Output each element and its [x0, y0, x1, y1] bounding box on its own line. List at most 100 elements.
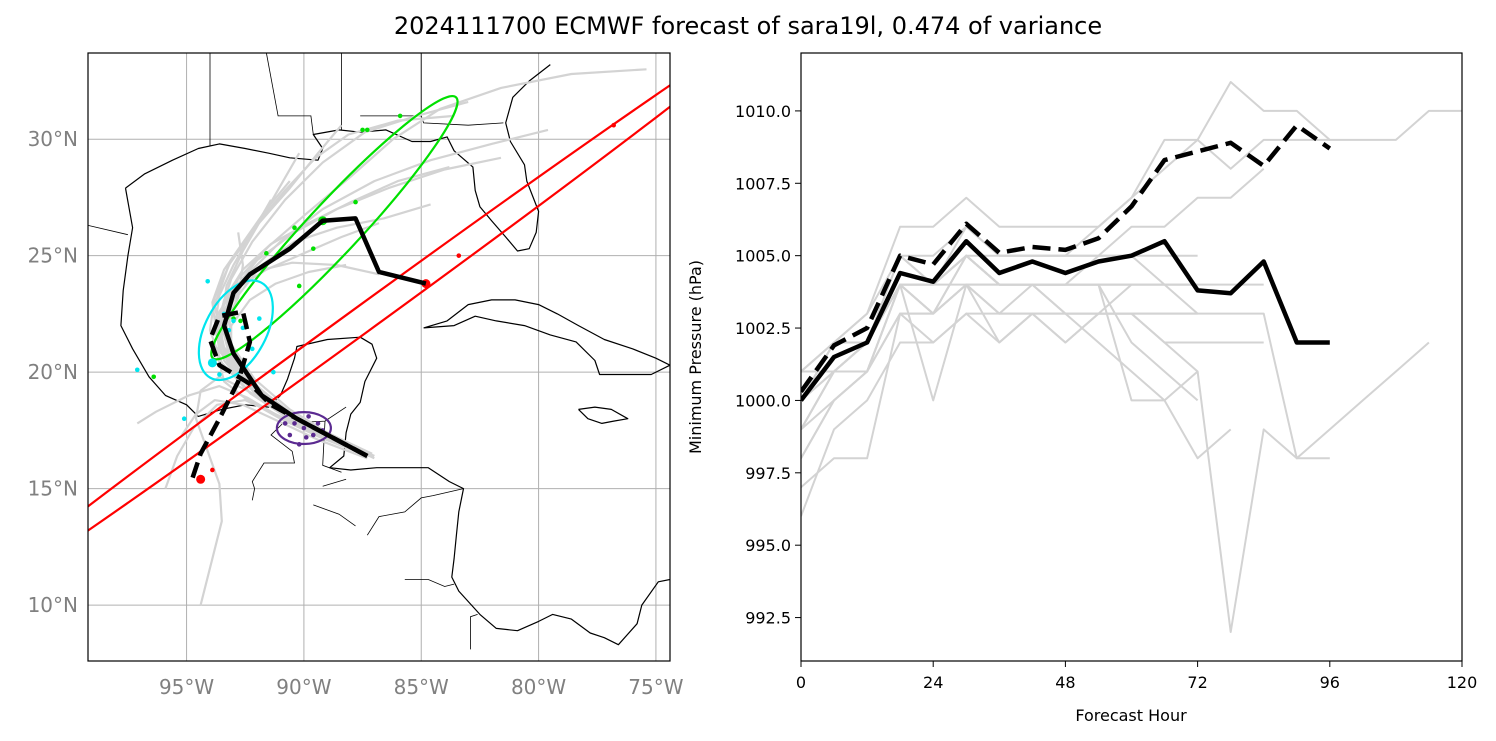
ensemble-pressure-line [801, 283, 1133, 517]
map-lon-tick-label: 90°W [276, 675, 331, 699]
border-line [266, 53, 314, 135]
ensemble-track [216, 166, 450, 458]
mean-pressure-solid-line [801, 238, 1330, 402]
cyan-point [271, 369, 276, 375]
map-ensemble-tracks [136, 68, 647, 606]
ensemble-pressure-line [801, 283, 1198, 431]
purple-point [315, 421, 321, 426]
coastline [120, 187, 670, 646]
y-tick-label: 1007.5 [735, 174, 791, 193]
map-lon-tick-label: 85°W [394, 675, 449, 699]
chart-ensemble-lines [801, 81, 1462, 633]
map-lat-labels: 30°N 25°N 20°N 15°N 10°N [28, 127, 78, 617]
ensemble-pressure-line [801, 312, 1199, 402]
ensemble-pressure-line [801, 254, 1199, 401]
map-ellipses [88, 53, 670, 626]
y-tick-label: 1010.0 [735, 102, 791, 121]
y-tick-label: 1000.0 [735, 391, 791, 410]
purple-point [292, 421, 297, 426]
chart-mean-lines [801, 123, 1332, 402]
green-point [238, 318, 243, 324]
y-tick-label: 1005.0 [735, 247, 791, 266]
map-lat-tick-label: 15°N [28, 477, 78, 501]
green-point [151, 374, 157, 380]
x-tick-label: 96 [1320, 673, 1340, 692]
border-line [366, 488, 464, 536]
cyan-ellipse [197, 279, 274, 382]
purple-point [301, 425, 307, 431]
mean-pressure-dashed-line [801, 123, 1332, 394]
y-tick-label: 997.5 [745, 464, 791, 483]
green-point [364, 127, 370, 133]
ensemble-pressure-line [801, 254, 1199, 402]
ensemble-pressure-line [801, 283, 1430, 489]
red-ellipse [88, 53, 670, 626]
green-point [353, 199, 358, 205]
y-axis-label: Minimum Pressure (hPa) [686, 260, 705, 454]
map-lat-tick-label: 10°N [28, 593, 78, 617]
chart-frame [800, 52, 1463, 662]
map-panel: 95°W 90°W 85°W 80°W 75°W 30°N 25°N 20°N 15°N 10°… [28, 52, 684, 699]
map-mean-tracks [189, 216, 427, 483]
ensemble-pressure-line [801, 81, 1462, 401]
ensemble-track [218, 156, 502, 458]
map-gridlines [88, 53, 670, 661]
cyan-point [205, 278, 210, 284]
map-borders [88, 53, 504, 650]
purple-point [310, 432, 316, 438]
cyan-point [231, 318, 236, 324]
cyan-point [249, 346, 255, 352]
border-line [470, 614, 478, 650]
border-line [322, 478, 347, 487]
border-line [360, 53, 422, 117]
x-tick-label: 24 [923, 673, 943, 692]
map-lon-tick-label: 95°W [159, 675, 214, 699]
green-point [310, 246, 316, 251]
y-tick-label: 992.5 [745, 609, 791, 628]
mean-track-dashed [189, 309, 369, 483]
purple-point [303, 435, 309, 440]
chart-y-ticks: 992.5 995.0 997.5 1000.0 1002.5 1005.0 1007.5 1… [735, 102, 801, 628]
map-lon-labels: 95°W 90°W 85°W 80°W 75°W [159, 675, 684, 699]
green-ellipse [210, 94, 459, 361]
map-coastlines [120, 64, 670, 646]
purple-point [282, 421, 288, 426]
red-point [611, 122, 616, 128]
y-tick-label: 1002.5 [735, 319, 791, 338]
map-lat-tick-label: 25°N [28, 244, 78, 268]
ensemble-pressure-line [801, 168, 1265, 373]
x-tick-label: 72 [1187, 673, 1207, 692]
cyan-point [207, 358, 217, 368]
green-point [296, 283, 302, 289]
green-point [264, 251, 269, 256]
border-line [88, 225, 128, 236]
map-lat-tick-label: 20°N [28, 360, 78, 384]
green-point [397, 113, 403, 119]
cyan-point [257, 316, 262, 321]
border-line [404, 579, 455, 587]
x-axis-label: Forecast Hour [1075, 706, 1187, 725]
map-lon-tick-label: 80°W [511, 675, 566, 699]
border-line [313, 504, 356, 527]
ensemble-track [223, 68, 647, 457]
purple-point [296, 442, 302, 447]
x-tick-label: 48 [1055, 673, 1075, 692]
x-tick-label: 120 [1447, 673, 1478, 692]
chart-x-ticks: 0 24 48 72 96 120 [796, 661, 1477, 692]
cyan-point [240, 325, 246, 331]
red-point [456, 253, 462, 258]
red-point [210, 467, 215, 473]
x-tick-label: 0 [796, 673, 806, 692]
coastline [578, 406, 629, 424]
cyan-point [181, 416, 187, 422]
map-lat-tick-label: 30°N [28, 127, 78, 151]
cyan-point [217, 372, 222, 377]
figure-title: 2024111700 ECMWF forecast of sara19l, 0.… [393, 12, 1103, 40]
ensemble-track [220, 152, 375, 457]
purple-point [306, 414, 311, 419]
green-point [360, 127, 365, 133]
y-tick-label: 995.0 [745, 536, 791, 555]
cyan-point [134, 367, 140, 373]
green-point [292, 225, 297, 231]
